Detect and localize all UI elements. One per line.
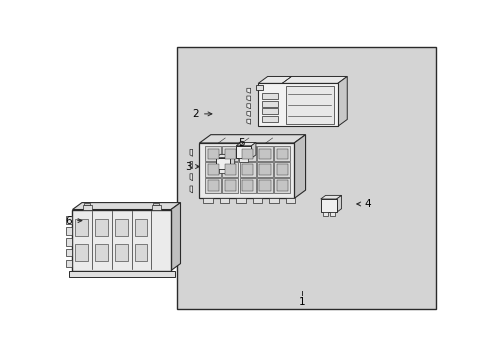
Polygon shape xyxy=(336,195,341,212)
Bar xyxy=(65,249,72,256)
Polygon shape xyxy=(189,149,192,156)
Bar xyxy=(218,169,227,173)
Bar xyxy=(65,260,72,267)
Bar xyxy=(285,86,333,123)
Bar xyxy=(239,158,248,162)
Bar xyxy=(207,165,218,175)
Polygon shape xyxy=(199,135,305,143)
Bar xyxy=(320,199,336,212)
Bar xyxy=(115,219,127,236)
Bar xyxy=(222,162,238,177)
Bar xyxy=(259,149,270,159)
Bar xyxy=(239,178,255,193)
Polygon shape xyxy=(246,119,250,124)
Polygon shape xyxy=(251,143,255,158)
Polygon shape xyxy=(337,76,346,126)
Bar xyxy=(72,210,171,270)
Bar xyxy=(242,180,253,191)
Bar xyxy=(262,108,278,114)
Bar xyxy=(222,178,238,193)
Bar xyxy=(84,203,90,205)
Text: 4: 4 xyxy=(356,199,371,209)
Polygon shape xyxy=(258,76,346,84)
Bar xyxy=(219,198,229,203)
Bar xyxy=(274,162,289,177)
Bar xyxy=(256,85,263,90)
Bar xyxy=(199,143,294,198)
Bar xyxy=(203,198,212,203)
Bar xyxy=(242,149,253,159)
Bar xyxy=(207,149,218,159)
Bar xyxy=(65,227,72,234)
Polygon shape xyxy=(68,270,175,278)
Bar xyxy=(323,212,327,216)
Polygon shape xyxy=(246,96,250,101)
Bar xyxy=(236,198,245,203)
Bar xyxy=(224,180,236,191)
Bar xyxy=(269,198,278,203)
Bar xyxy=(134,219,147,236)
Polygon shape xyxy=(189,186,192,193)
Polygon shape xyxy=(215,154,234,158)
Bar xyxy=(258,84,337,126)
Text: 6: 6 xyxy=(65,216,81,226)
Bar xyxy=(75,244,88,261)
Bar xyxy=(65,238,72,246)
Text: 1: 1 xyxy=(298,297,305,307)
Bar xyxy=(95,244,108,261)
Bar xyxy=(262,116,278,122)
Bar xyxy=(153,203,159,205)
Bar xyxy=(115,244,127,261)
Polygon shape xyxy=(171,203,180,270)
Bar xyxy=(242,165,253,175)
Bar xyxy=(207,180,218,191)
Bar xyxy=(285,198,295,203)
Polygon shape xyxy=(189,162,192,168)
Polygon shape xyxy=(72,203,180,210)
Polygon shape xyxy=(230,154,234,169)
Polygon shape xyxy=(320,195,341,199)
Bar xyxy=(276,149,287,159)
Bar xyxy=(276,165,287,175)
Text: 5: 5 xyxy=(237,138,244,148)
Bar xyxy=(205,162,221,177)
Bar xyxy=(222,146,238,161)
Polygon shape xyxy=(189,174,192,181)
Bar xyxy=(274,146,289,161)
Bar xyxy=(256,146,272,161)
Bar xyxy=(75,219,88,236)
Polygon shape xyxy=(246,112,250,117)
Bar xyxy=(82,205,92,210)
Polygon shape xyxy=(246,88,250,93)
Bar xyxy=(205,178,221,193)
Bar xyxy=(205,146,221,161)
Polygon shape xyxy=(246,104,250,109)
Bar xyxy=(259,165,270,175)
Bar xyxy=(329,212,334,216)
Bar xyxy=(256,178,272,193)
Bar xyxy=(239,162,255,177)
Bar xyxy=(224,149,236,159)
Bar xyxy=(259,180,270,191)
Text: 3: 3 xyxy=(184,162,199,172)
Bar xyxy=(134,244,147,261)
Bar xyxy=(276,180,287,191)
Bar xyxy=(95,219,108,236)
Bar xyxy=(224,165,236,175)
Bar xyxy=(151,205,161,210)
Bar xyxy=(262,93,278,99)
Bar xyxy=(256,162,272,177)
Bar xyxy=(215,158,230,169)
Bar xyxy=(65,216,72,224)
Text: 2: 2 xyxy=(192,109,211,119)
Bar xyxy=(274,178,289,193)
Bar xyxy=(239,146,255,161)
Bar xyxy=(236,146,251,158)
Bar xyxy=(262,100,278,107)
Polygon shape xyxy=(236,143,255,146)
Polygon shape xyxy=(294,135,305,198)
Bar xyxy=(176,48,435,309)
Bar xyxy=(252,198,262,203)
